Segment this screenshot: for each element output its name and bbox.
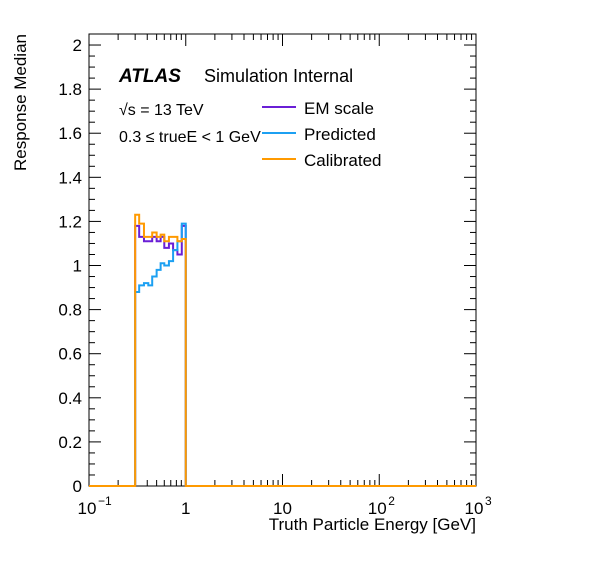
selection-label: 0.3 ≤ trueE < 1 GeV <box>119 129 261 146</box>
x-tick-exponent: 2 <box>388 494 395 508</box>
y-tick-label: 0.8 <box>58 301 82 320</box>
legend-label: Calibrated <box>304 151 382 170</box>
x-tick-label: 1 <box>181 499 190 518</box>
y-tick-label: 0.6 <box>58 345 82 364</box>
series-line <box>89 224 476 487</box>
legend: EM scale Predicted Calibrated <box>262 99 382 170</box>
y-tick-label: 1.4 <box>58 168 82 187</box>
y-tick-label: 2 <box>73 36 82 55</box>
x-axis-label: Truth Particle Energy [GeV] <box>269 515 476 534</box>
y-tick-label: 1 <box>73 257 82 276</box>
series-line <box>89 213 476 487</box>
x-tick-label: 10 <box>368 499 387 518</box>
y-tick-label: 0.4 <box>58 389 82 408</box>
series-line <box>89 222 476 487</box>
y-tick-label: 0.2 <box>58 433 82 452</box>
y-axis: 0 0.2 0.4 0.6 0.8 1 1.2 1.4 1.6 1.8 2 <box>58 36 476 496</box>
y-tick-label: 1.2 <box>58 212 82 231</box>
x-axis: 10 −1 1 10 10 2 10 3 <box>78 34 492 518</box>
y-axis-label: Response Median <box>11 34 30 171</box>
x-tick-label: 10 <box>273 499 292 518</box>
x-tick-label: 10 <box>78 499 97 518</box>
y-tick-label: 1.8 <box>58 80 82 99</box>
series-layer <box>89 213 476 487</box>
y-tick-label: 0 <box>73 477 82 496</box>
atlas-label: ATLAS <box>118 66 181 87</box>
energy-label: √s = 13 TeV <box>119 102 204 119</box>
x-tick-exponent: 3 <box>485 494 492 508</box>
x-tick-label: 10 <box>465 499 484 518</box>
x-tick-exponent: −1 <box>98 494 112 508</box>
y-tick-label: 1.6 <box>58 124 82 143</box>
legend-label: Predicted <box>304 125 376 144</box>
atlas-suffix: Simulation Internal <box>204 66 353 86</box>
legend-label: EM scale <box>304 99 374 118</box>
